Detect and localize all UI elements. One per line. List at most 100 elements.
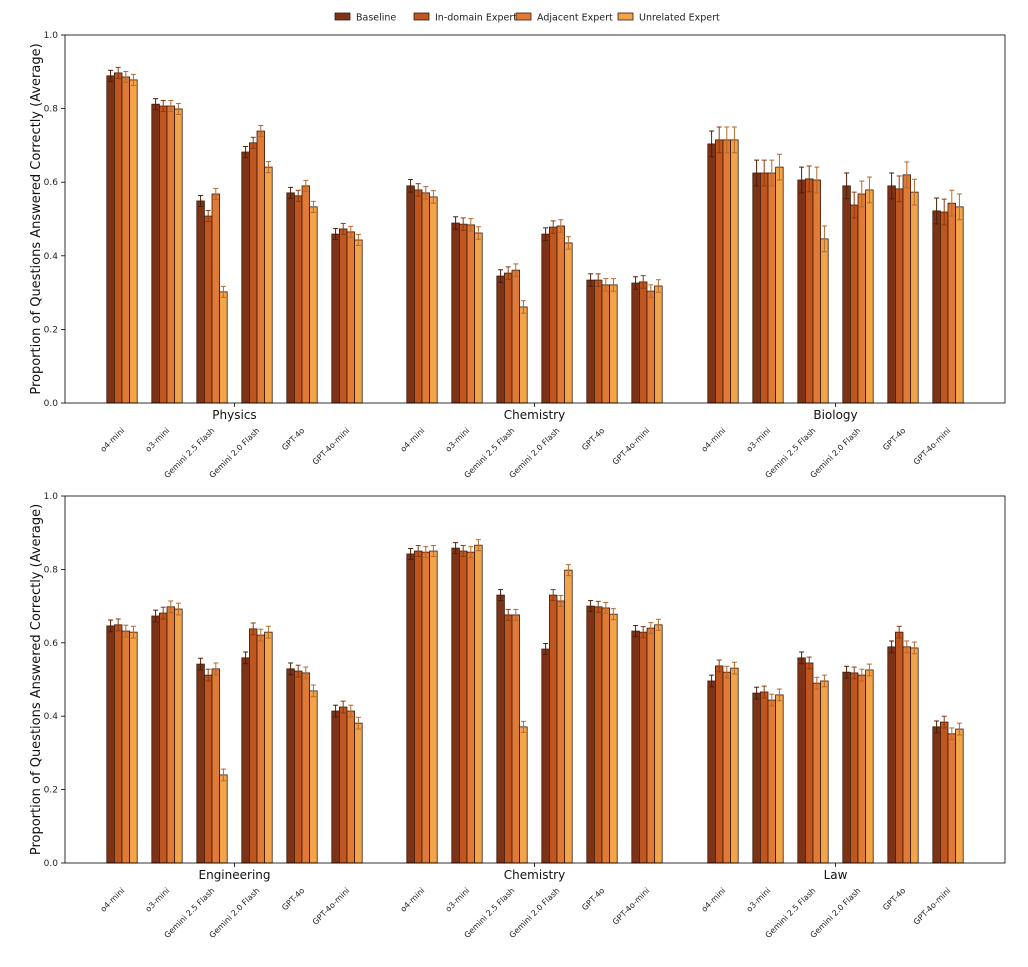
- bar: [451, 547, 460, 864]
- bar: [121, 76, 130, 404]
- bar: [421, 192, 430, 404]
- bar: [158, 105, 168, 404]
- bar: [466, 224, 475, 404]
- bar: [519, 306, 528, 404]
- bar: [586, 605, 595, 864]
- legend-swatch: [515, 12, 532, 21]
- bar: [248, 628, 258, 864]
- bar: [406, 553, 415, 864]
- legend-label: Baseline: [356, 13, 396, 24]
- legend-swatch: [334, 12, 351, 21]
- legend-label: In-domain Expert: [435, 13, 517, 24]
- bar: [947, 733, 956, 864]
- bar: [564, 242, 573, 404]
- bar: [902, 646, 911, 864]
- x-tick-label: o4-mini: [700, 426, 728, 454]
- legend-swatch: [413, 12, 430, 21]
- bar: [865, 669, 874, 864]
- x-tick-label: GPT-4o: [881, 886, 907, 912]
- bar: [174, 108, 183, 404]
- bar: [211, 668, 220, 864]
- bar: [219, 291, 228, 404]
- bar: [413, 189, 423, 404]
- bar: [421, 551, 430, 864]
- bar: [474, 232, 483, 404]
- x-tick-label: GPT-4o-mini: [912, 426, 953, 467]
- x-tick-label: o3-mini: [444, 886, 472, 914]
- bar: [151, 103, 160, 404]
- bar: [654, 285, 663, 404]
- bar: [503, 272, 513, 404]
- x-tick-label: o4-mini: [99, 426, 127, 454]
- bar: [241, 657, 250, 864]
- bar: [286, 192, 295, 404]
- bar: [752, 692, 761, 864]
- bar: [286, 668, 295, 864]
- bar: [106, 625, 115, 864]
- bar: [895, 188, 904, 404]
- bar: [196, 663, 205, 864]
- x-tick-label: Gemini 2.0 Flash: [809, 886, 863, 940]
- x-tick-label: Gemini 2.0 Flash: [208, 886, 262, 940]
- bar: [646, 290, 655, 404]
- bar: [601, 284, 610, 404]
- bar: [842, 185, 851, 404]
- x-tick-label: GPT-4o-mini: [611, 426, 652, 467]
- bar: [797, 179, 806, 404]
- subject-label: Engineering: [199, 868, 271, 882]
- bar: [797, 657, 806, 864]
- bar: [549, 594, 558, 864]
- bar: [196, 200, 205, 404]
- legend-label: Adjacent Expert: [537, 13, 613, 24]
- bar: [121, 630, 130, 864]
- bar: [940, 721, 949, 864]
- bar: [947, 202, 956, 404]
- plot-frame: [64, 34, 1006, 404]
- x-tick-label: o3-mini: [144, 426, 172, 454]
- x-tick-label: o3-mini: [745, 886, 773, 914]
- bar: [887, 646, 896, 864]
- bar: [646, 627, 655, 864]
- y-axis-label: Proportion of Questions Answered Correct…: [29, 504, 44, 855]
- bar: [241, 151, 250, 404]
- bar: [609, 284, 618, 404]
- y-tick-label: 1.0: [44, 492, 59, 502]
- bar: [631, 630, 640, 864]
- y-axis-label: Proportion of Questions Answered Correct…: [29, 43, 44, 394]
- x-tick-label: o4-mini: [399, 886, 427, 914]
- x-tick-label: Gemini 2.0 Flash: [508, 426, 562, 480]
- bar: [166, 105, 175, 404]
- bar: [775, 694, 784, 864]
- y-tick-label: 0.2: [44, 325, 58, 335]
- bar: [767, 172, 776, 404]
- y-tick-label: 0.4: [44, 252, 59, 262]
- x-tick-label: GPT-4o-mini: [912, 886, 953, 927]
- bar: [715, 665, 724, 864]
- x-tick-label: GPT-4o: [580, 426, 606, 452]
- bar: [812, 179, 821, 404]
- bar: [429, 550, 438, 864]
- bar: [541, 648, 550, 864]
- bar: [248, 142, 258, 404]
- subject-label: Law: [824, 868, 848, 882]
- bar: [820, 680, 829, 864]
- bar: [857, 674, 866, 864]
- bar: [820, 238, 829, 404]
- bar: [760, 691, 769, 864]
- bar: [301, 672, 310, 864]
- bar: [722, 139, 731, 404]
- bar: [174, 608, 183, 864]
- bar: [256, 634, 265, 864]
- bar: [346, 710, 355, 864]
- bar: [129, 631, 138, 864]
- bar: [354, 239, 363, 404]
- bar: [857, 193, 866, 404]
- bar: [511, 269, 520, 404]
- bar: [910, 647, 919, 864]
- bar: [932, 210, 941, 404]
